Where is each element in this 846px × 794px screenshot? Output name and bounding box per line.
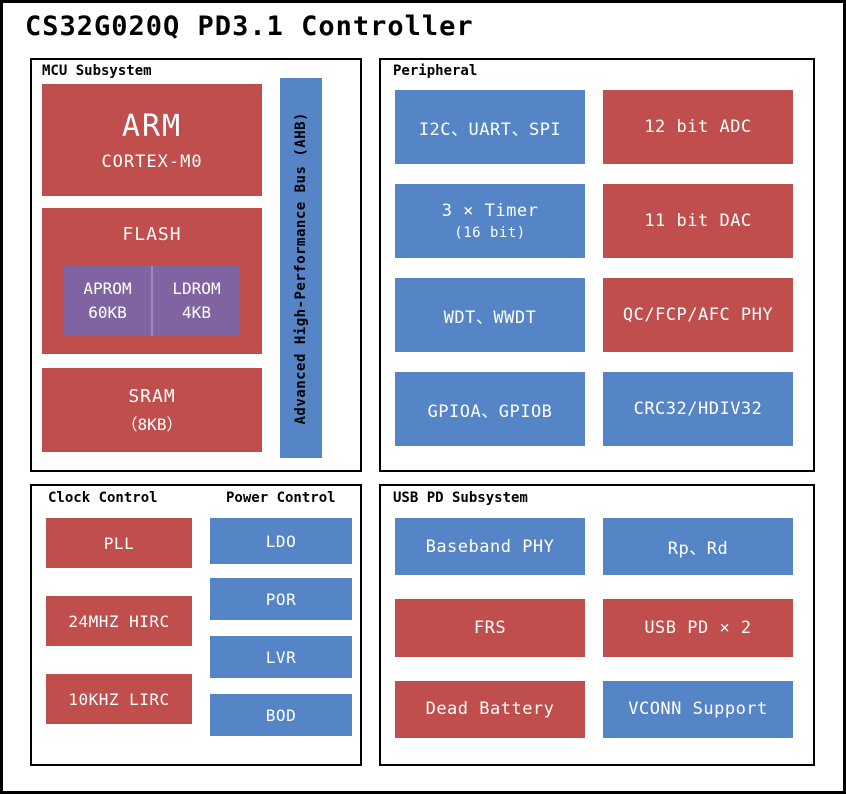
arm-cortex-m0-block: ARM CORTEX-M0 bbox=[42, 84, 262, 196]
block-rp-rd: Rp、Rd bbox=[603, 518, 793, 576]
block-pll: PLL bbox=[46, 518, 192, 568]
rom-row: APROM 60KB LDROM 4KB bbox=[64, 266, 240, 336]
block-24mhz-hirc: 24MHZ HIRC bbox=[46, 596, 192, 646]
block-label: WDT、WWDT bbox=[443, 307, 537, 328]
aprom-name: APROM bbox=[83, 279, 132, 298]
block-label: I2C、UART、SPI bbox=[418, 119, 562, 140]
ldrom-size: 4KB bbox=[182, 303, 211, 322]
ldrom-name: LDROM bbox=[172, 279, 221, 298]
block-frs: FRS bbox=[395, 599, 585, 657]
block-label: 11 bit DAC bbox=[644, 211, 752, 231]
block-ldo: LDO bbox=[210, 518, 352, 564]
block-bod: BOD bbox=[210, 694, 352, 736]
usb-pd-subsystem-label: USB PD Subsystem bbox=[393, 490, 528, 506]
block-wdt-wwdt: WDT、WWDT bbox=[395, 278, 585, 352]
clock-control-label: Clock Control bbox=[48, 490, 158, 506]
block-label: QC/FCP/AFC PHY bbox=[622, 305, 774, 325]
block-por: POR bbox=[210, 578, 352, 620]
block-11bit-dac: 11 bit DAC bbox=[603, 184, 793, 258]
block-label: PLL bbox=[103, 533, 135, 553]
block-qc-fcp-afc-phy: QC/FCP/AFC PHY bbox=[603, 278, 793, 352]
sram-block: SRAM （8KB） bbox=[42, 368, 262, 452]
block-label: CRC32/HDIV32 bbox=[633, 399, 763, 419]
block-dead-battery: Dead Battery bbox=[395, 680, 585, 738]
block-12bit-adc: 12 bit ADC bbox=[603, 90, 793, 164]
block-label: LDO bbox=[265, 531, 297, 551]
block-label: POR bbox=[265, 589, 297, 609]
peripheral-grid: I2C、UART、SPI 12 bit ADC 3 × Timer (16 bi… bbox=[395, 90, 793, 446]
block-label: Baseband PHY bbox=[425, 536, 555, 557]
ahb-bus-label: Advanced High-Performance Bus (AHB) bbox=[293, 111, 309, 425]
block-label: 3 × Timer bbox=[441, 201, 539, 221]
block-label: BOD bbox=[265, 705, 297, 725]
block-timer: 3 × Timer (16 bit) bbox=[395, 184, 585, 258]
block-crc32-hdiv32: CRC32/HDIV32 bbox=[603, 372, 793, 446]
power-control-label: Power Control bbox=[226, 490, 336, 506]
block-vconn-support: VCONN Support bbox=[603, 680, 793, 738]
block-label: 12 bit ADC bbox=[644, 117, 752, 137]
aprom-size: 60KB bbox=[88, 303, 127, 322]
diagram-title: CS32G020Q PD3.1 Controller bbox=[25, 11, 474, 42]
flash-block: FLASH APROM 60KB LDROM 4KB bbox=[42, 208, 262, 354]
block-label: Dead Battery bbox=[425, 699, 555, 720]
block-lvr: LVR bbox=[210, 636, 352, 678]
aprom-block: APROM 60KB bbox=[64, 266, 153, 336]
block-10khz-lirc: 10KHZ LIRC bbox=[46, 674, 192, 724]
ldrom-block: LDROM 4KB bbox=[153, 266, 240, 336]
ahb-bus-block: Advanced High-Performance Bus (AHB) bbox=[280, 78, 322, 458]
clock-power-panel: Clock Control Power Control PLL 24MHZ HI… bbox=[30, 484, 362, 766]
block-i2c-uart-spi: I2C、UART、SPI bbox=[395, 90, 585, 164]
block-baseband-phy: Baseband PHY bbox=[395, 518, 585, 576]
usb-pd-grid: Baseband PHY Rp、Rd FRS USB PD × 2 Dead B… bbox=[395, 518, 793, 738]
block-sublabel: (16 bit) bbox=[454, 225, 526, 241]
sram-size: （8KB） bbox=[121, 414, 183, 434]
flash-label: FLASH bbox=[122, 224, 182, 245]
block-usb-pd-x2: USB PD × 2 bbox=[603, 599, 793, 657]
block-label: 10KHZ LIRC bbox=[68, 689, 170, 709]
mcu-subsystem-label: MCU Subsystem bbox=[42, 63, 152, 79]
block-label: 24MHZ HIRC bbox=[68, 611, 170, 631]
peripheral-panel: Peripheral I2C、UART、SPI 12 bit ADC 3 × T… bbox=[379, 58, 815, 472]
block-label: Rp、Rd bbox=[667, 539, 729, 560]
usb-pd-subsystem-panel: USB PD Subsystem Baseband PHY Rp、Rd FRS … bbox=[379, 484, 815, 766]
arm-title: ARM bbox=[121, 108, 183, 144]
mcu-subsystem-panel: MCU Subsystem ARM CORTEX-M0 FLASH APROM … bbox=[30, 58, 362, 472]
block-label: USB PD × 2 bbox=[644, 617, 752, 638]
arm-subtitle: CORTEX-M0 bbox=[101, 151, 203, 172]
block-label: GPIOA、GPIOB bbox=[427, 401, 553, 422]
block-label: FRS bbox=[473, 617, 507, 638]
sram-title: SRAM bbox=[128, 385, 176, 407]
block-label: LVR bbox=[265, 647, 297, 667]
block-label: VCONN Support bbox=[628, 699, 768, 720]
block-gpioa-gpiob: GPIOA、GPIOB bbox=[395, 372, 585, 446]
peripheral-label: Peripheral bbox=[393, 63, 478, 79]
